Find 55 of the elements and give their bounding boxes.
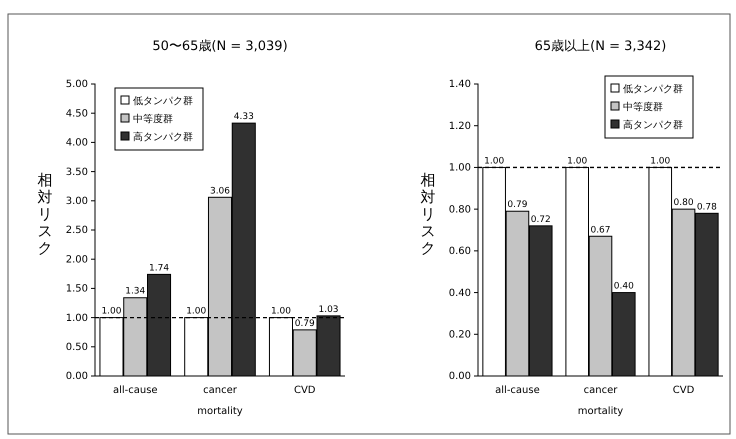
y-axis-title: 相対リスク <box>420 171 436 257</box>
y-tick-label: 1.00 <box>66 312 88 324</box>
x-tick-label: cancer <box>584 385 618 396</box>
data-label: 1.00 <box>650 156 671 166</box>
x-axis-title: mortality <box>578 406 624 417</box>
y-tick-label: 0.60 <box>448 246 471 258</box>
x-tick-label: all-cause <box>112 385 158 396</box>
legend-label: 高タンパク群 <box>623 119 683 131</box>
y-tick-label: 1.20 <box>448 120 471 132</box>
legend-label: 中等度群 <box>133 113 173 125</box>
data-label: 1.00 <box>186 306 207 317</box>
x-axis-title: mortality <box>197 406 243 417</box>
data-label: 4.33 <box>234 112 254 122</box>
legend-label: 高タンパク群 <box>133 131 193 143</box>
y-tick-label: 1.40 <box>448 79 471 90</box>
y-tick-label: 0.50 <box>66 342 88 353</box>
data-label: 0.79 <box>507 200 528 210</box>
y-tick-label: 2.50 <box>66 225 88 236</box>
data-label: 0.40 <box>614 282 634 292</box>
data-label: 1.00 <box>567 156 588 166</box>
y-tick-label: 1.50 <box>66 284 88 295</box>
data-label: 0.67 <box>590 225 611 236</box>
legend-label: 低タンパク群 <box>623 83 683 95</box>
y-tick-label: 0.80 <box>448 204 471 216</box>
x-tick-label: cancer <box>203 385 238 396</box>
data-label: 1.03 <box>318 304 339 315</box>
data-label: 0.78 <box>696 202 718 212</box>
data-label: 1.74 <box>149 263 170 274</box>
y-tick-label: 4.50 <box>66 108 88 120</box>
y-tick-label: 0.00 <box>66 371 88 382</box>
y-tick-label: 3.50 <box>66 166 88 178</box>
y-tick-label: 1.00 <box>448 162 471 174</box>
y-tick-label: 0.20 <box>448 329 471 340</box>
legend-label: 低タンパク群 <box>133 95 193 107</box>
data-label: 1.00 <box>101 306 122 317</box>
y-tick-label: 5.00 <box>66 79 88 90</box>
y-tick-label: 4.00 <box>66 138 88 149</box>
y-axis-title: 相対リスク <box>38 171 52 257</box>
data-label: 1.34 <box>125 286 146 297</box>
x-tick-label: all-cause <box>495 385 540 396</box>
y-tick-label: 3.00 <box>66 196 88 207</box>
y-tick-label: 0.00 <box>448 371 471 382</box>
y-tick-label: 2.00 <box>66 254 88 266</box>
data-label: 1.00 <box>270 306 292 317</box>
chart-title: 50〜65歳(N = 3,039) <box>152 39 288 54</box>
data-label: 0.72 <box>530 214 551 225</box>
chart-title: 65歳以上(N = 3,342) <box>534 39 666 54</box>
data-label: 1.00 <box>484 156 504 166</box>
y-tick-label: 0.40 <box>448 288 471 299</box>
data-label: 0.80 <box>674 198 694 208</box>
data-label: 3.06 <box>210 186 230 196</box>
data-label: 0.79 <box>294 318 316 329</box>
x-tick-label: CVD <box>294 385 316 396</box>
x-tick-label: CVD <box>672 385 695 396</box>
legend-label: 中等度群 <box>623 101 663 113</box>
